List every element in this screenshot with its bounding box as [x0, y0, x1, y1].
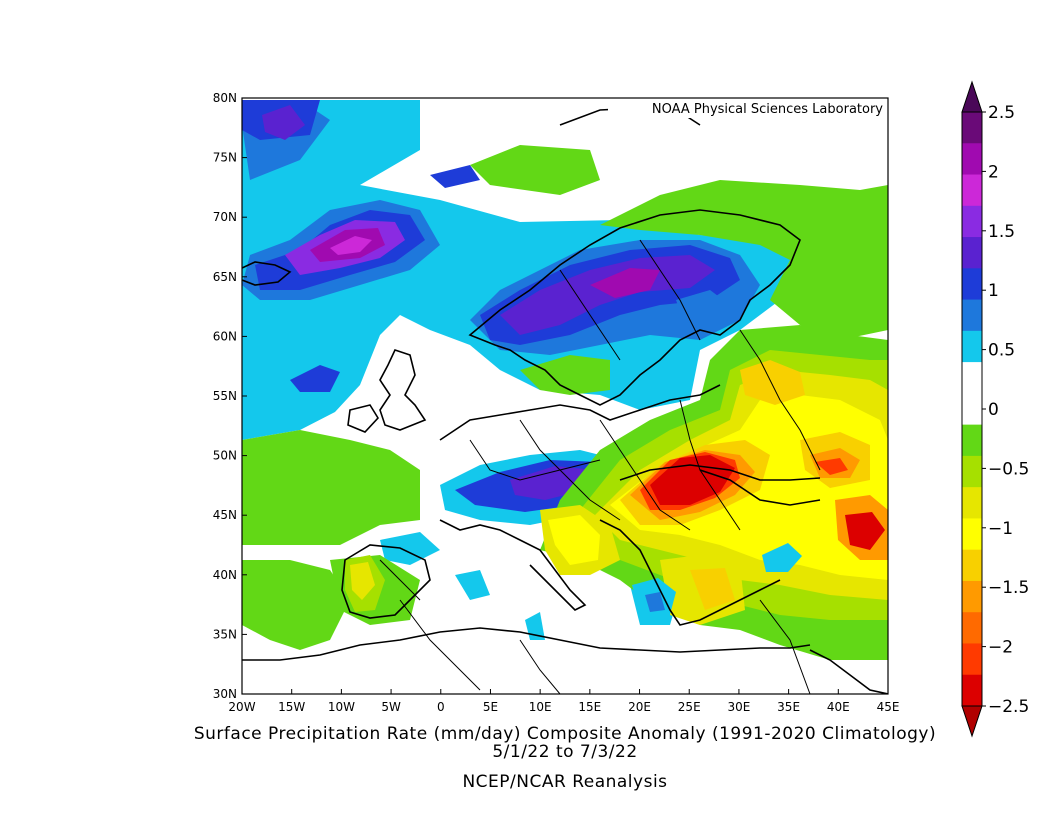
x-tick-label: 0 — [437, 700, 445, 714]
colorbar-swatch — [962, 237, 982, 269]
x-tick-label: 20W — [228, 700, 255, 714]
coastlines — [242, 107, 888, 694]
x-tick-label: 25E — [678, 700, 701, 714]
x-tick-label: 40E — [827, 700, 850, 714]
colorbar-label: 2.5 — [988, 103, 1015, 123]
colorbar-swatch — [962, 362, 982, 394]
colorbar-label: 0.5 — [988, 341, 1015, 361]
colorbar-swatch — [962, 330, 982, 363]
colorbar-label: 2 — [988, 162, 999, 182]
colorbar-label: 0 — [988, 400, 999, 420]
x-tick-label: 30E — [727, 700, 750, 714]
colorbar-swatch — [962, 580, 982, 613]
colorbar-swatch — [962, 268, 982, 301]
x-tick-label: 5E — [483, 700, 498, 714]
caption-dates: 5/1/22 to 7/3/22 — [492, 742, 638, 762]
x-tick-label: 10W — [328, 700, 355, 714]
colorbar-swatch — [962, 612, 982, 644]
colorbar-swatch — [962, 424, 982, 457]
y-tick-label: 40N — [213, 568, 237, 582]
colorbar-label: −2.5 — [988, 697, 1029, 717]
colorbar-over-arrow — [961, 80, 983, 113]
colorbar-label: −2 — [988, 638, 1013, 658]
y-tick-label: 30N — [213, 687, 237, 701]
colorbar-swatch — [962, 174, 982, 207]
y-tick-label: 80N — [213, 91, 237, 105]
colorbar-swatch — [962, 455, 982, 488]
y-tick-label: 60N — [213, 329, 237, 343]
colorbar-swatch — [962, 643, 982, 676]
y-axis: 30N 35N 40N 45N 50N 55N 60N 65N 70N 75N 80N — [213, 91, 247, 701]
colorbar-swatch — [962, 299, 982, 332]
y-tick-label: 35N — [213, 627, 237, 641]
colorbar-label: −1 — [988, 519, 1013, 539]
colorbar-label: −0.5 — [988, 459, 1029, 479]
x-tick-label: 20E — [628, 700, 651, 714]
colorbar-swatch — [962, 518, 982, 551]
colorbar-swatch — [962, 487, 982, 519]
x-tick-label: 35E — [777, 700, 800, 714]
colorbar: 2.5 2 1.5 1 0.5 0 −0.5 −1 −1.5 −2 −2.5 — [961, 80, 1029, 738]
colorbar-swatch — [962, 393, 982, 426]
y-tick-label: 75N — [213, 151, 237, 165]
x-axis: 20W 15W 10W 5W 0 5E 10E 15E 20E 25E 30E 35E 40E 45E — [228, 689, 899, 714]
anomaly-field — [242, 98, 888, 694]
colorbar-label: 1.5 — [988, 222, 1015, 242]
x-tick-label: 5W — [381, 700, 401, 714]
y-tick-label: 70N — [213, 210, 237, 224]
x-tick-label: 45E — [877, 700, 900, 714]
colorbar-label: −1.5 — [988, 578, 1029, 598]
colorbar-swatch — [962, 549, 982, 582]
caption-title: Surface Precipitation Rate (mm/day) Comp… — [193, 724, 937, 744]
y-tick-label: 55N — [213, 389, 237, 403]
colorbar-swatch — [962, 112, 982, 144]
caption-source: NCEP/NCAR Reanalysis — [462, 772, 668, 792]
colorbar-label: 1 — [988, 281, 999, 301]
attribution-box — [608, 99, 887, 118]
x-tick-label: 15E — [578, 700, 601, 714]
colorbar-swatch — [962, 674, 982, 707]
colorbar-swatch — [962, 143, 982, 176]
attribution-text: NOAA Physical Sciences Laboratory — [652, 102, 883, 117]
country-borders — [379, 239, 821, 694]
x-tick-label: 10E — [529, 700, 552, 714]
colorbar-swatch — [962, 205, 982, 238]
y-tick-label: 50N — [213, 449, 237, 463]
y-tick-label: 45N — [213, 508, 237, 522]
x-tick-label: 15W — [278, 700, 305, 714]
y-tick-label: 65N — [213, 270, 237, 284]
